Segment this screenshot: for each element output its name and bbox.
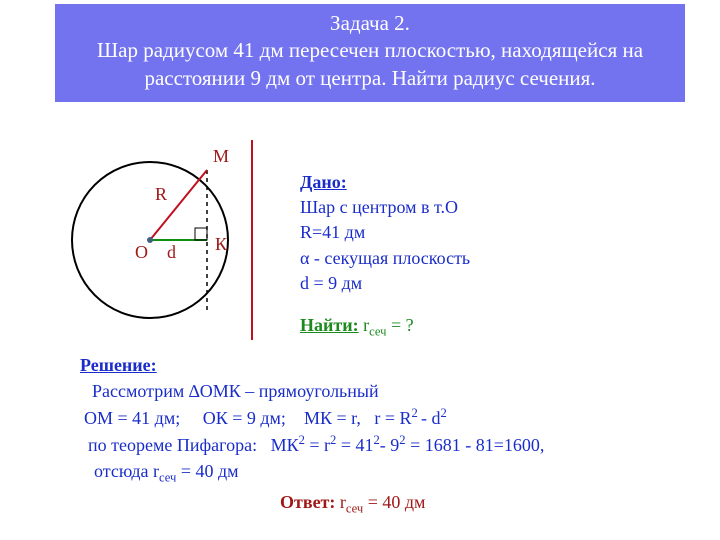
radius-line bbox=[150, 170, 207, 240]
label-M: М bbox=[213, 146, 229, 166]
solution-l4: отсюда rсеч = 40 дм bbox=[80, 458, 650, 487]
label-K: К bbox=[215, 234, 228, 254]
diagram-svg: М R К О d bbox=[55, 140, 265, 340]
solution-l2d-pre: r = R bbox=[374, 408, 411, 428]
solution-l1: Рассмотрим ∆ОМК – прямоугольный bbox=[80, 378, 650, 404]
solution-l4-sub: сеч bbox=[159, 471, 176, 485]
find-head: Найти: bbox=[300, 315, 359, 335]
given-l3: α - секущая плоскость bbox=[300, 246, 470, 271]
slide: Задача 2. Шар радиусом 41 дм пересечен п… bbox=[0, 0, 720, 540]
solution-l3: по теореме Пифагора: МК2 = r2 = 412- 92 … bbox=[80, 431, 650, 458]
solution-block: Решение: Рассмотрим ∆ОМК – прямоугольный… bbox=[80, 352, 650, 487]
solution-l3b-mid3: - 9 bbox=[380, 435, 400, 455]
solution-l2c: МК = r, bbox=[304, 408, 361, 428]
find-block: Найти: rсеч = ? bbox=[300, 315, 414, 340]
right-angle-icon bbox=[195, 228, 207, 240]
title-box: Задача 2. Шар радиусом 41 дм пересечен п… bbox=[55, 4, 685, 102]
solution-l3b-pre: МК bbox=[271, 435, 299, 455]
label-d: d bbox=[167, 242, 176, 262]
solution-l2b: ОК = 9 дм; bbox=[203, 408, 286, 428]
solution-l2: ОМ = 41 дм; ОК = 9 дм; МК = r, r = R2 - … bbox=[80, 404, 650, 431]
find-sub: сеч bbox=[369, 325, 386, 339]
given-l1: Шар с центром в т.О bbox=[300, 195, 470, 220]
solution-l3b-mid2: = 41 bbox=[336, 435, 373, 455]
solution-l2d-mid: - d bbox=[421, 408, 441, 428]
solution-l3a: по теореме Пифагора: bbox=[88, 435, 257, 455]
given-l2: R=41 дм bbox=[300, 220, 470, 245]
label-R: R bbox=[155, 184, 167, 204]
find-pre: r bbox=[359, 315, 370, 335]
label-O: О bbox=[135, 242, 148, 262]
solution-sup-R2: 2 bbox=[412, 406, 421, 420]
given-block: Дано: Шар с центром в т.О R=41 дм α - се… bbox=[300, 170, 470, 296]
solution-l4-pre: отсюда r bbox=[94, 461, 159, 481]
diagram: М R К О d bbox=[55, 140, 265, 340]
answer-block: Ответ: rсеч = 40 дм bbox=[280, 492, 425, 517]
title-line2: Шар радиусом 41 дм пересечен плоскостью,… bbox=[65, 37, 675, 92]
answer-post: = 40 дм bbox=[363, 492, 425, 512]
find-post: = ? bbox=[386, 315, 413, 335]
solution-l3b-post: = 1681 - 81=1600, bbox=[406, 435, 545, 455]
solution-l3b-mid1: = r bbox=[305, 435, 330, 455]
answer-sub: сеч bbox=[346, 502, 363, 516]
answer-head: Ответ: bbox=[280, 492, 335, 512]
title-line1: Задача 2. bbox=[65, 10, 675, 37]
given-l4: d = 9 дм bbox=[300, 271, 470, 296]
solution-l4-post: = 40 дм bbox=[176, 461, 238, 481]
given-head: Дано: bbox=[300, 172, 347, 192]
solution-head: Решение: bbox=[80, 355, 157, 375]
solution-l2a: ОМ = 41 дм; bbox=[84, 408, 180, 428]
solution-sup-d2: 2 bbox=[440, 406, 446, 420]
answer-pre: r bbox=[335, 492, 346, 512]
